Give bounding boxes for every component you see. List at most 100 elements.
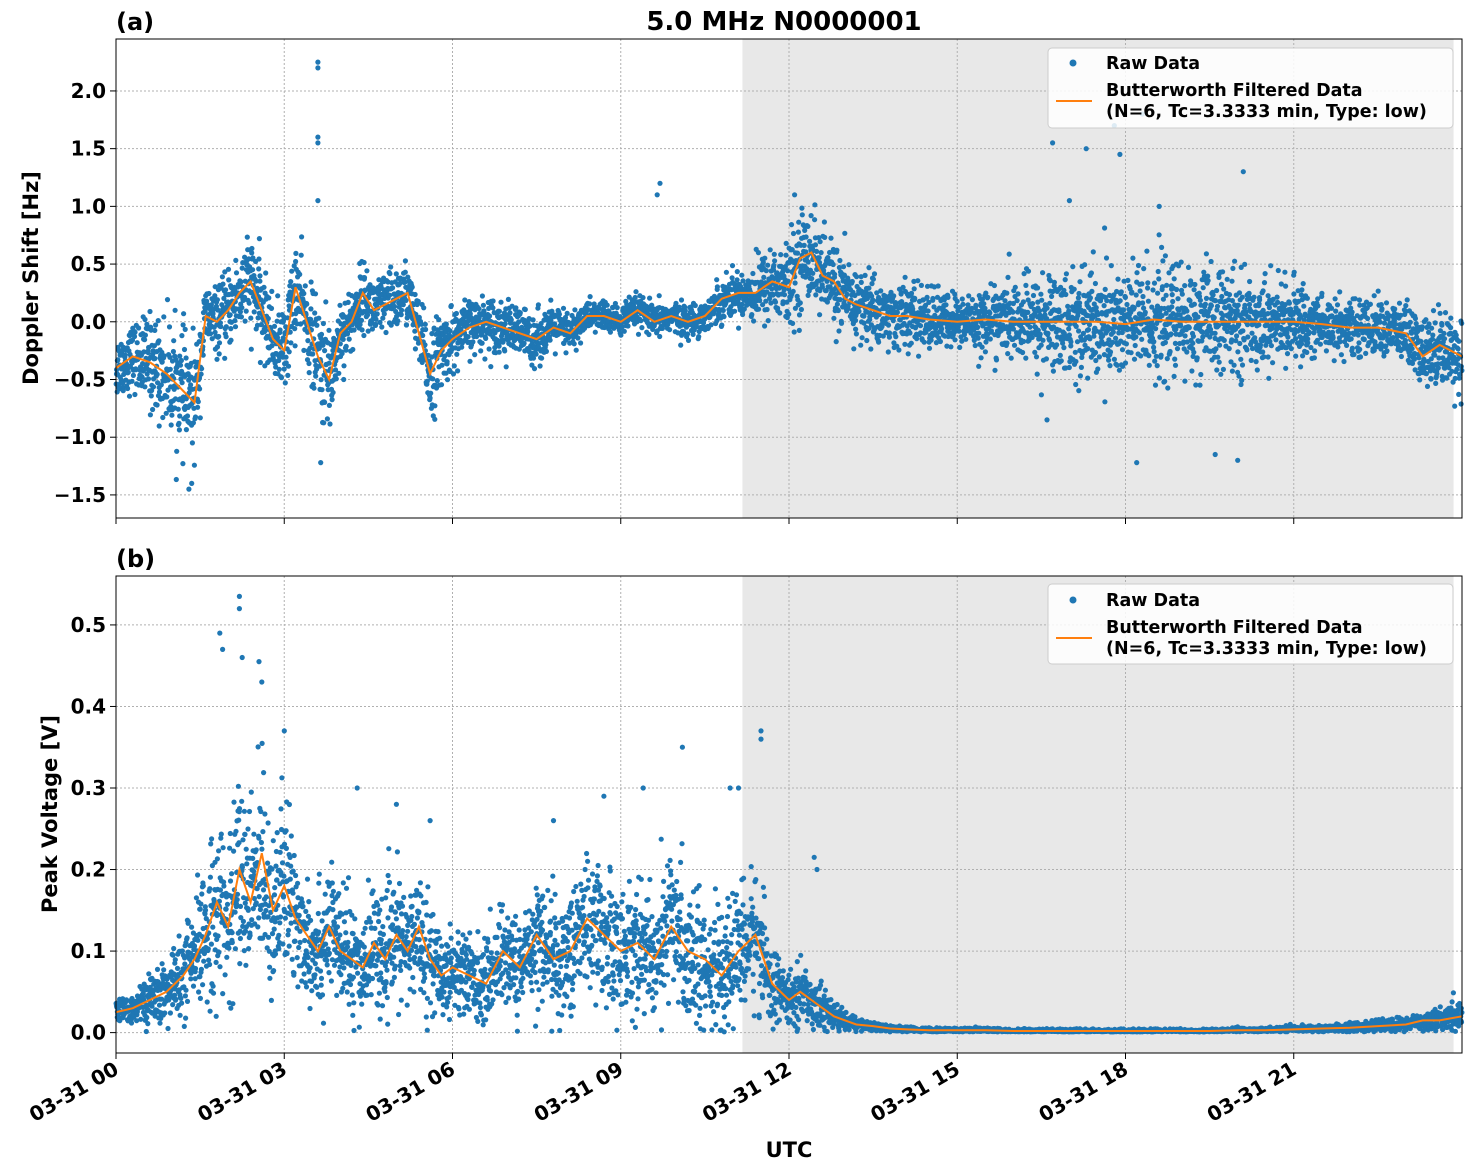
raw-data-point bbox=[905, 351, 911, 357]
raw-data-point bbox=[505, 296, 511, 302]
raw-data-point bbox=[1274, 294, 1280, 300]
raw-data-point bbox=[503, 364, 509, 370]
raw-data-point bbox=[487, 313, 493, 319]
raw-data-point bbox=[1132, 342, 1138, 349]
raw-data-point bbox=[248, 315, 254, 321]
raw-data-point bbox=[1379, 306, 1385, 312]
raw-data-point bbox=[1371, 293, 1377, 299]
raw-data-point bbox=[956, 328, 962, 334]
raw-data-point bbox=[604, 302, 610, 308]
raw-data-point bbox=[465, 334, 471, 340]
raw-data-point bbox=[306, 370, 312, 376]
raw-data-point bbox=[917, 323, 924, 329]
raw-data-point bbox=[812, 242, 819, 248]
raw-data-point bbox=[552, 351, 558, 357]
raw-data-point bbox=[206, 290, 212, 297]
raw-data-point bbox=[1232, 258, 1238, 264]
raw-data-point bbox=[238, 314, 244, 320]
raw-data-point bbox=[1010, 309, 1016, 315]
raw-data-point bbox=[1037, 331, 1043, 337]
raw-data-point bbox=[220, 281, 226, 287]
raw-data-point bbox=[478, 348, 484, 354]
raw-data-point bbox=[1208, 303, 1214, 309]
raw-data-point bbox=[966, 293, 972, 299]
raw-data-point bbox=[350, 346, 356, 353]
raw-data-point bbox=[1214, 287, 1220, 294]
raw-data-point bbox=[451, 363, 457, 369]
raw-data-point bbox=[1023, 282, 1029, 288]
raw-data-point bbox=[822, 234, 828, 240]
raw-data-point bbox=[1078, 364, 1084, 370]
raw-data-point bbox=[361, 332, 367, 339]
raw-data-point bbox=[188, 382, 194, 388]
raw-data-point bbox=[1187, 298, 1193, 304]
raw-data-point bbox=[293, 258, 299, 265]
raw-data-point bbox=[1285, 334, 1291, 340]
raw-data-point bbox=[1221, 337, 1227, 343]
raw-data-point bbox=[1257, 342, 1264, 348]
raw-data-point bbox=[313, 373, 319, 379]
raw-data-point bbox=[1130, 255, 1136, 261]
raw-data-point bbox=[791, 329, 797, 335]
raw-data-point bbox=[771, 251, 777, 257]
raw-data-point bbox=[1045, 330, 1051, 336]
raw-data-point bbox=[678, 297, 685, 303]
raw-data-point bbox=[684, 331, 691, 337]
raw-data-point bbox=[1115, 276, 1121, 282]
raw-data-point bbox=[625, 323, 631, 329]
raw-data-point bbox=[177, 353, 183, 359]
raw-data-point bbox=[154, 402, 160, 408]
raw-data-point bbox=[1396, 300, 1403, 306]
raw-data-point bbox=[312, 310, 318, 316]
raw-data-point bbox=[723, 269, 730, 275]
raw-data-point bbox=[762, 255, 768, 261]
raw-data-point bbox=[183, 355, 189, 361]
raw-data-point bbox=[976, 330, 982, 336]
raw-data-point bbox=[720, 307, 726, 313]
raw-data-point bbox=[453, 310, 459, 317]
raw-data-point bbox=[412, 346, 418, 352]
raw-data-point bbox=[455, 368, 461, 374]
raw-data-point bbox=[1156, 375, 1162, 381]
raw-data-point bbox=[163, 410, 169, 416]
raw-data-point bbox=[179, 398, 185, 404]
raw-data-point bbox=[1034, 371, 1040, 377]
raw-data-point bbox=[1231, 362, 1237, 368]
raw-data-point bbox=[1291, 269, 1297, 275]
raw-data-point bbox=[1030, 292, 1037, 299]
raw-data-point bbox=[215, 307, 221, 313]
raw-data-point bbox=[1077, 279, 1083, 285]
raw-data-point bbox=[812, 217, 818, 223]
raw-data-point bbox=[1197, 382, 1203, 388]
raw-data-point bbox=[1190, 340, 1196, 346]
raw-data-point bbox=[790, 288, 796, 294]
raw-data-point bbox=[507, 310, 513, 316]
raw-data-point bbox=[1111, 316, 1117, 323]
raw-data-point bbox=[816, 255, 822, 261]
raw-data-point bbox=[548, 297, 554, 303]
raw-data-point bbox=[1125, 277, 1131, 283]
raw-data-point bbox=[175, 406, 181, 412]
raw-data-point bbox=[277, 327, 283, 333]
raw-data-point bbox=[1030, 301, 1036, 307]
raw-data-point bbox=[183, 427, 189, 433]
raw-data-point bbox=[402, 258, 408, 264]
raw-data-point bbox=[244, 234, 250, 240]
raw-data-point bbox=[1338, 352, 1344, 358]
raw-data-point bbox=[1220, 269, 1226, 275]
raw-data-point bbox=[176, 420, 182, 426]
raw-data-point bbox=[232, 324, 239, 330]
raw-data-point bbox=[238, 279, 244, 285]
raw-data-point bbox=[1361, 336, 1367, 343]
raw-data-point bbox=[1066, 364, 1072, 371]
raw-data-point bbox=[307, 345, 313, 351]
raw-data-point bbox=[1317, 341, 1323, 347]
raw-data-point bbox=[1203, 251, 1209, 257]
raw-data-point bbox=[271, 323, 278, 329]
raw-data-point bbox=[954, 298, 960, 304]
raw-data-point bbox=[428, 390, 434, 396]
raw-data-point bbox=[1047, 300, 1053, 306]
raw-data-point bbox=[1270, 360, 1276, 366]
raw-data-point bbox=[1153, 353, 1159, 359]
raw-data-point bbox=[226, 277, 232, 283]
